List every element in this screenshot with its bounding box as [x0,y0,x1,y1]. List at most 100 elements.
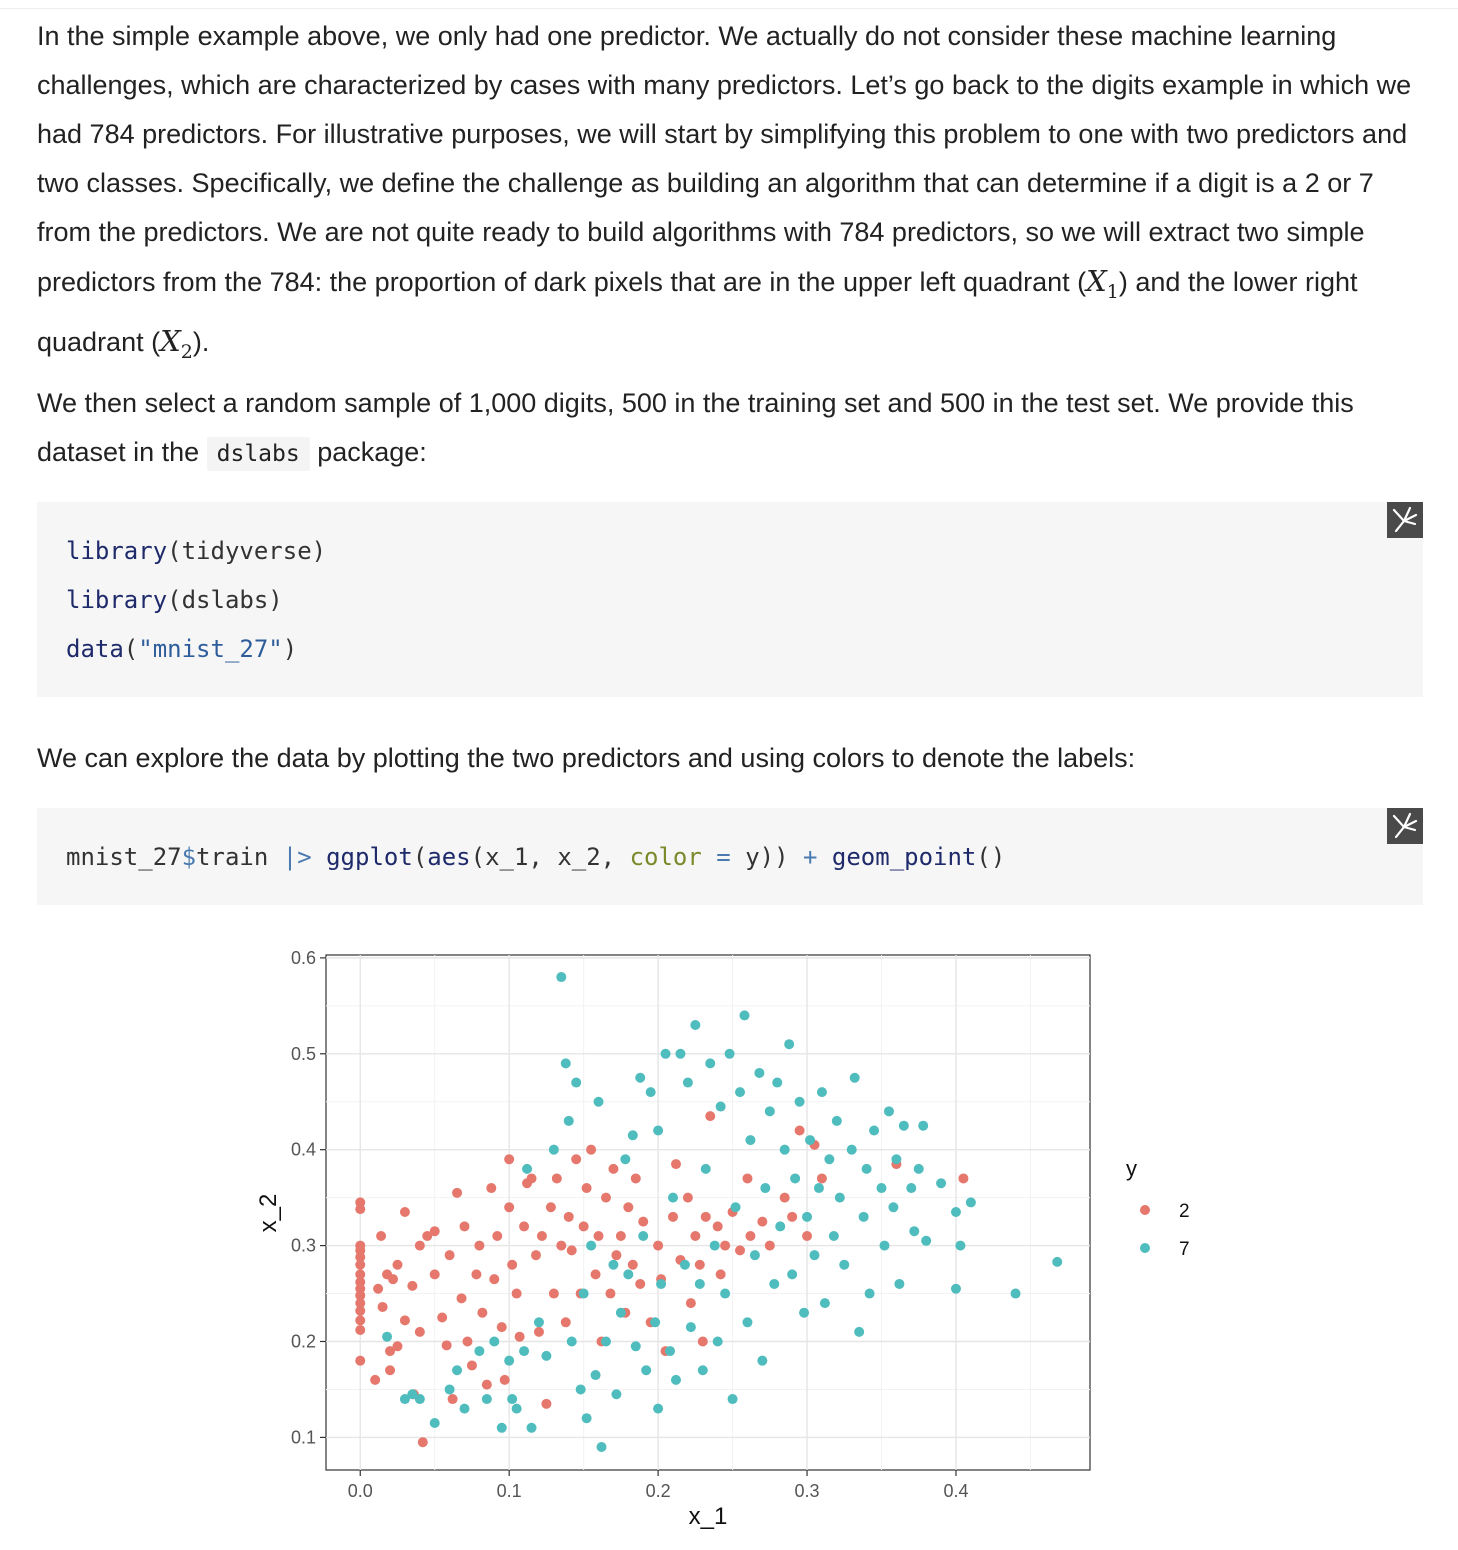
data-point-2 [556,1240,567,1251]
data-point-2 [638,1216,649,1227]
code-line-1: library(tidyverse) [66,537,327,565]
data-point-2 [715,1269,726,1280]
data-point-7 [819,1298,830,1309]
data-point-7 [772,1077,783,1088]
x-tick-label: 0.0 [348,1481,373,1501]
legend-key-7 [1140,1243,1150,1253]
data-point-7 [739,1010,750,1021]
data-point-7 [481,1394,492,1405]
data-point-2 [392,1341,403,1352]
data-point-7 [918,1120,929,1131]
data-point-7 [615,1307,626,1318]
data-point-7 [581,1413,592,1424]
data-point-7 [1010,1288,1021,1299]
data-point-7 [712,1336,723,1347]
data-point-7 [548,1144,559,1155]
y-tick-label: 0.4 [291,1140,316,1160]
data-point-7 [921,1235,932,1246]
code-line-3: data("mnist_27") [66,635,298,663]
data-point-7 [563,1115,574,1126]
copy-code-button[interactable] [1387,808,1423,844]
data-point-7 [854,1326,865,1337]
data-point-7 [894,1278,905,1289]
data-point-7 [566,1336,577,1347]
data-point-7 [665,1346,676,1357]
data-point-2 [477,1307,488,1318]
data-point-2 [593,1230,604,1241]
data-point-2 [670,1159,681,1170]
data-point-2 [392,1259,403,1270]
data-point-7 [913,1163,924,1174]
data-point-2 [373,1283,384,1294]
y-axis-title: x_2 [255,1194,282,1233]
inline-code-dslabs: dslabs [206,437,310,471]
data-point-2 [370,1374,381,1385]
data-point-2 [481,1379,492,1390]
data-point-2 [563,1211,574,1222]
data-point-2 [653,1240,664,1251]
data-point-2 [499,1374,510,1385]
data-point-7 [883,1106,894,1117]
data-point-2 [635,1278,646,1289]
data-point-2 [414,1240,425,1251]
data-point-7 [407,1389,418,1400]
data-point-2 [492,1230,503,1241]
data-point-2 [745,1230,756,1241]
copy-code-button[interactable] [1387,502,1423,538]
data-point-2 [474,1240,485,1251]
data-point-7 [799,1307,810,1318]
data-point-7 [809,1250,820,1261]
data-point-7 [879,1240,890,1251]
data-point-2 [690,1230,701,1241]
data-point-7 [709,1240,720,1251]
data-point-2 [779,1192,790,1203]
data-point-2 [511,1288,522,1299]
data-point-7 [787,1269,798,1280]
data-point-2 [355,1355,366,1366]
top-divider [0,8,1458,9]
data-point-2 [355,1290,366,1301]
paragraph-explore: We can explore the data by plotting the … [37,743,1136,773]
x-axis-title: x_1 [689,1503,728,1530]
data-point-7 [504,1355,515,1366]
data-point-2 [355,1324,366,1335]
data-point-2 [551,1173,562,1184]
legend-label-2: 2 [1179,1201,1190,1222]
data-point-7 [730,1202,741,1213]
axes: 0.0 0.1 0.2 0.3 0.4 0.1 0.2 0.3 0.4 0.5 0.6 [291,948,969,1501]
x-tick-label: 0.2 [646,1481,671,1501]
data-point-2 [611,1250,622,1261]
data-point-7 [608,1259,619,1270]
y-tick-label: 0.5 [291,1044,316,1064]
data-point-7 [742,1317,753,1328]
data-point-7 [670,1374,681,1385]
data-point-7 [846,1144,857,1155]
code-block-plot: mnist_27$train |> ggplot(aes(x_1, x_2, c… [37,808,1423,905]
data-point-2 [764,1240,775,1251]
data-point-7 [861,1163,872,1174]
data-point-2 [735,1245,746,1256]
data-point-7 [641,1365,652,1376]
data-point-2 [496,1322,507,1333]
data-point-2 [377,1301,388,1312]
data-point-7 [898,1120,909,1131]
data-point-7 [805,1135,816,1146]
data-point-2 [422,1230,433,1241]
y-tick-label: 0.6 [291,948,316,968]
data-point-2 [794,1125,805,1136]
data-point-7 [727,1394,738,1405]
data-point-2 [668,1211,679,1222]
data-point-7 [596,1441,607,1452]
data-point-2 [462,1336,473,1347]
data-point-7 [757,1355,768,1366]
data-point-2 [385,1346,396,1357]
data-point-7 [414,1394,425,1405]
data-point-7 [760,1183,771,1194]
data-point-7 [635,1072,646,1083]
data-point-7 [869,1125,880,1136]
data-point-7 [382,1331,393,1342]
math-x1: X1 [1086,264,1119,303]
data-point-7 [813,1183,824,1194]
data-point-7 [1052,1256,1063,1267]
data-point-7 [864,1288,875,1299]
